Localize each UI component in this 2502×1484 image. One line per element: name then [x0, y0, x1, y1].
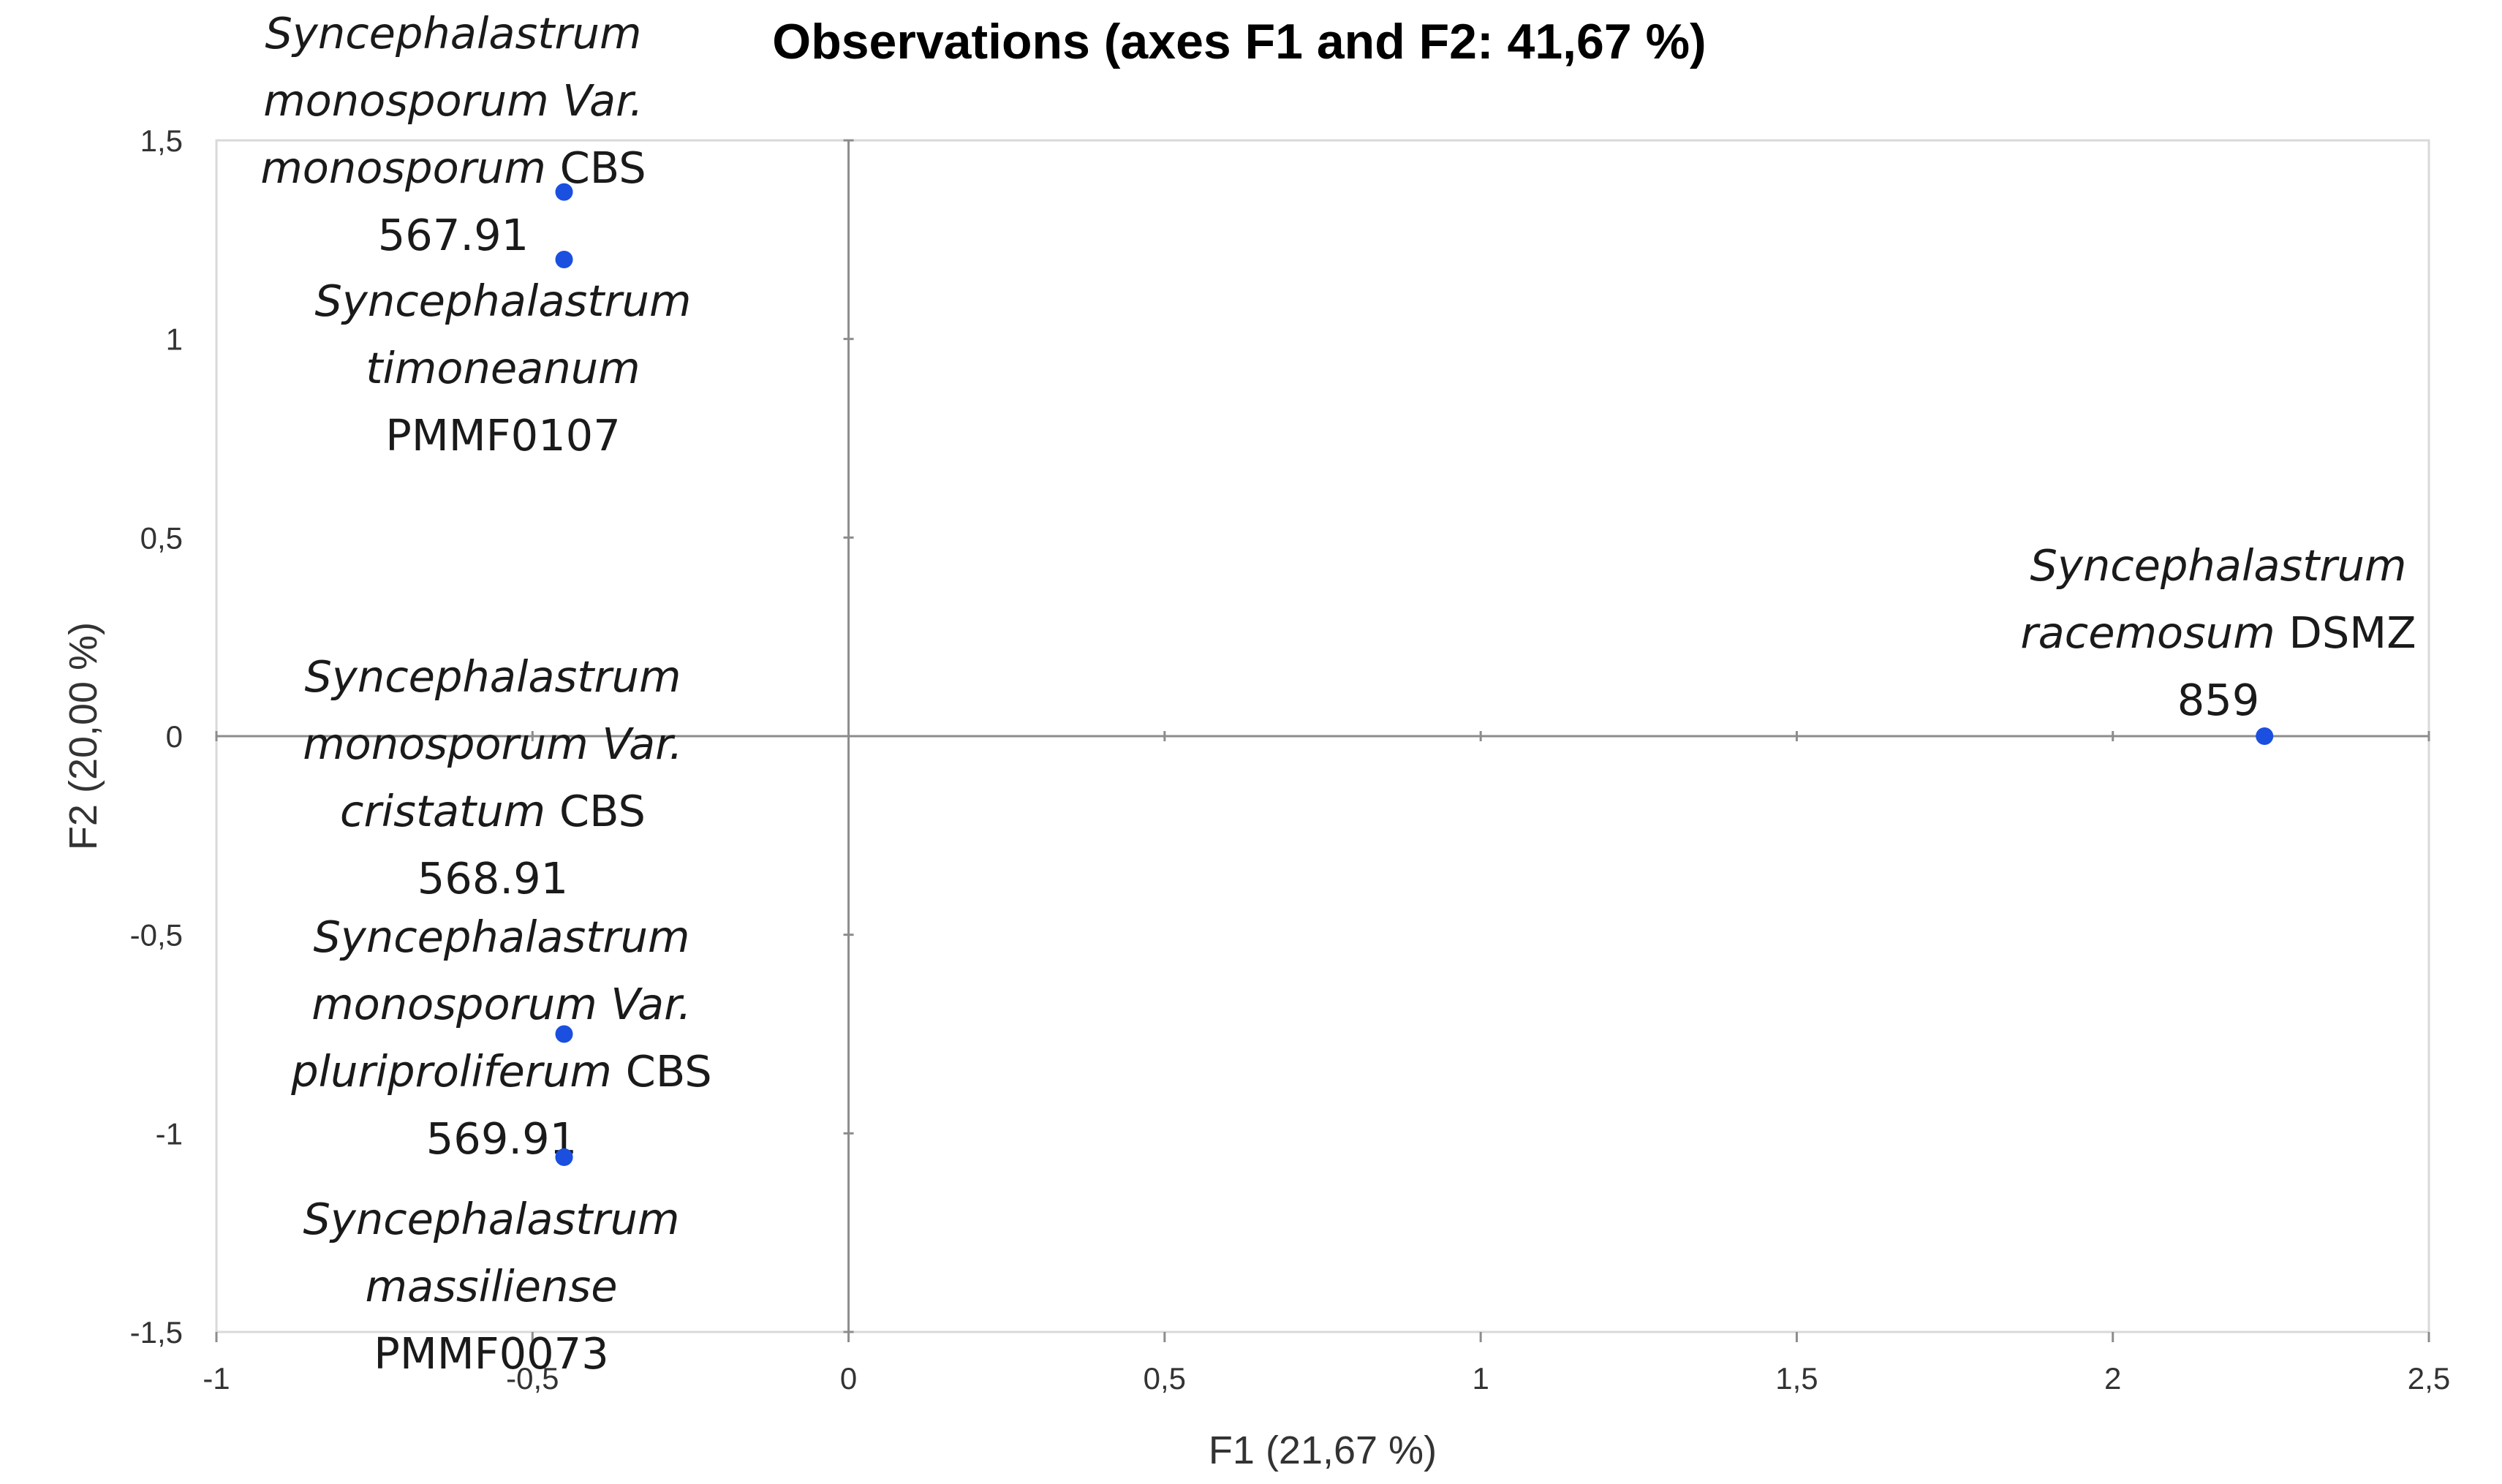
x-tick-label: 2,5: [2408, 1361, 2450, 1396]
point-label-line: Syncephalastrum: [2030, 540, 2406, 591]
y-tick-label: -0,5: [130, 918, 183, 953]
point-label: Syncephalastrum monosporum Var. monosporum…: [260, 8, 646, 260]
y-axis-title: F2 (20,00 %): [61, 622, 105, 850]
point-label-line: monosporum Var.: [303, 719, 683, 769]
y-tick-label: -1,5: [130, 1315, 183, 1349]
x-tick-label: 1: [1472, 1361, 1489, 1396]
point-label-line: massiliense: [365, 1261, 617, 1311]
point-label-line: monosporum CBS: [260, 143, 646, 193]
x-axis-title: F1 (21,67 %): [1209, 1428, 1437, 1472]
x-tick-label: 0,5: [1144, 1361, 1186, 1396]
point-label-line: pluriproliferum CBS: [290, 1046, 712, 1097]
x-tick-label: -1: [203, 1361, 230, 1396]
x-tick-label: -0,5: [506, 1361, 559, 1396]
point-label: Syncephalastrum timoneanum PMMF0107: [314, 276, 691, 461]
point-label-line: monosporum Var.: [311, 979, 692, 1029]
point-label-line: timoneanum: [366, 343, 640, 393]
point-labels: Syncephalastrum monosporum Var. monosporum…: [260, 8, 2416, 1379]
point-label-line: Syncephalastrum: [304, 651, 681, 702]
chart-title: Observations (axes F1 and F2: 41,67 %): [772, 14, 1706, 69]
axes: [215, 139, 2430, 1342]
point-label-line: racemosum DSMZ: [2020, 607, 2416, 658]
point-label-line: PMMF0107: [385, 410, 620, 461]
point-label-line: 859: [2177, 675, 2260, 725]
point-label: Syncephalastrum racemosum DSMZ 859: [2020, 540, 2416, 725]
tick-labels: -1 -0,5 0 0,5 1 1,5 2 2,5 1,5 1 0,5 0 -0,5 -1 -1,5: [130, 124, 2451, 1396]
data-point: [555, 251, 573, 268]
point-label-line: monosporum Var.: [263, 75, 643, 126]
x-tick-label: 2: [2104, 1361, 2121, 1396]
point-label-line: cristatum CBS: [340, 786, 646, 836]
x-tick-label: 0: [840, 1361, 857, 1396]
point-label-line: 569.91: [426, 1113, 577, 1164]
y-tick-label: 1,5: [140, 124, 183, 158]
point-label: Syncephalastrum monosporum Var. pluriproli…: [290, 912, 712, 1164]
data-point: [555, 183, 573, 201]
point-label: Syncephalastrum massiliense PMMF0073: [303, 1194, 679, 1379]
data-point: [555, 1025, 573, 1043]
point-label-line: 567.91: [378, 210, 529, 260]
y-tick-label: -1: [156, 1116, 183, 1151]
point-label-line: Syncephalastrum: [265, 8, 641, 58]
data-point: [2256, 727, 2274, 745]
y-tick-label: 0: [166, 719, 183, 754]
data-point: [555, 1148, 573, 1166]
point-label-line: Syncephalastrum: [314, 276, 691, 326]
y-tick-label: 1: [166, 322, 183, 357]
point-label-line: Syncephalastrum: [313, 912, 689, 962]
data-points: [555, 183, 2274, 1166]
point-label: Syncephalastrum monosporum Var. cristatum …: [303, 651, 683, 904]
y-tick-label: 0,5: [140, 520, 183, 555]
point-label-line: Syncephalastrum: [303, 1194, 679, 1244]
point-label-line: 568.91: [417, 853, 568, 904]
x-tick-label: 1,5: [1775, 1361, 1818, 1396]
point-label-line: PMMF0073: [374, 1328, 608, 1379]
